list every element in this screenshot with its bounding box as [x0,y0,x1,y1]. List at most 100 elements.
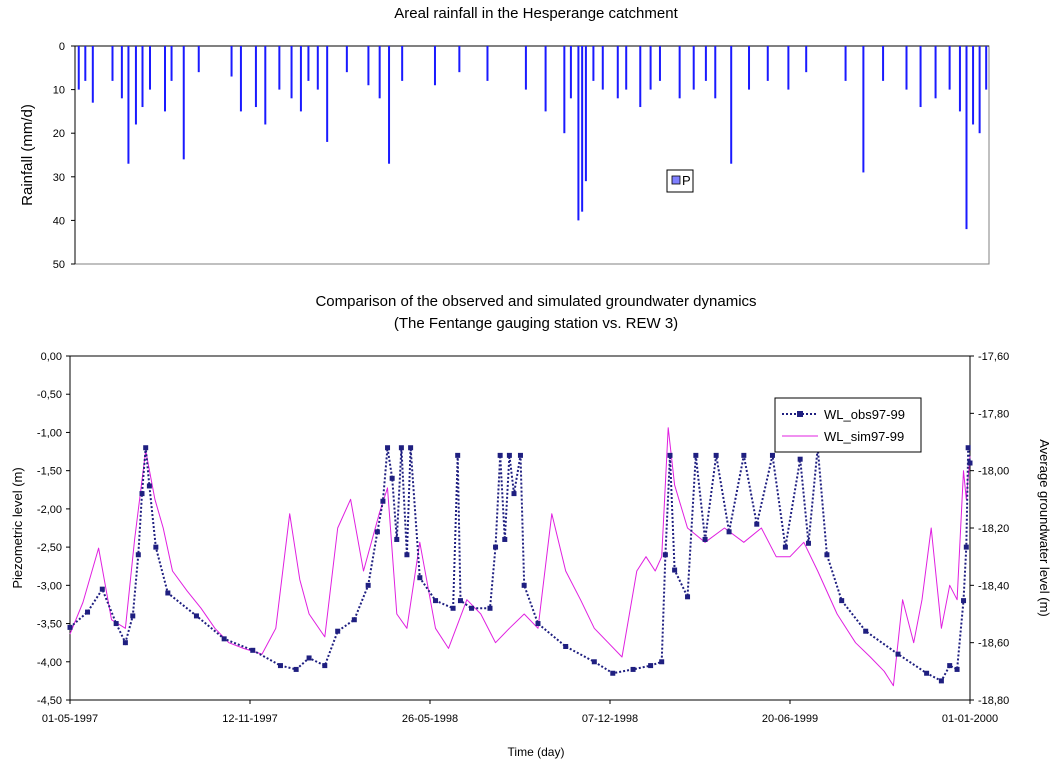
groundwater-x-ticks: 01-05-1997 12-11-1997 26-05-1998 07-12-1998… [42,700,998,725]
rainfall-bar [766,46,769,81]
rainfall-bar [805,46,808,73]
wl-obs-marker [394,536,400,542]
rainfall-y-tick-label: 20 [53,128,65,140]
wl-obs-marker [895,651,901,657]
rainfall-bar [134,46,137,125]
rainfall-bar [584,46,587,182]
rainfall-y-ticks: 0 10 20 30 40 50 [53,41,75,271]
left-y-tick-label: -2,00 [37,504,62,516]
wl-obs-marker [398,445,404,451]
groundwater-chart: Comparison of the observed and simulated… [10,293,1051,759]
rainfall-bars [77,46,988,230]
rainfall-bar [458,46,461,73]
rainfall-bar [239,46,242,112]
rainfall-bar [985,46,988,90]
rainfall-bar [254,46,257,108]
wl-obs-marker [521,582,527,588]
rainfall-bar [882,46,885,81]
rainfall-bar [120,46,123,99]
rainfall-bar [278,46,281,90]
wl-obs-marker [457,598,463,604]
right-y-tick-label: -18,40 [978,580,1009,592]
rainfall-bar [433,46,436,86]
rainfall-bar [714,46,717,99]
wl-obs-marker [610,670,616,676]
rainfall-bar [264,46,267,125]
rainfall-bar [577,46,580,221]
rainfall-bar [787,46,790,90]
rainfall-bar [290,46,293,99]
wl-obs-marker [193,613,199,619]
wl-obs-marker [667,452,673,458]
wl-obs-marker [306,655,312,661]
rainfall-bar [592,46,595,81]
wl-obs-marker [702,536,708,542]
rainfall-bar [299,46,302,112]
wl-obs-marker [947,663,953,669]
rainfall-bar [625,46,628,90]
wl-obs-marker [250,647,256,653]
rainfall-chart-title: Areal rainfall in the Hesperange catchme… [394,5,678,22]
rainfall-bar [141,46,144,108]
rainfall-bar [77,46,80,90]
groundwater-chart-title-line2: (The Fentange gauging station vs. REW 3) [394,315,678,332]
wl-obs-marker [408,445,414,451]
rainfall-chart: Areal rainfall in the Hesperange catchme… [19,5,990,271]
rainfall-bar [972,46,975,125]
wl-obs-marker [506,452,512,458]
left-y-tick-label: -1,50 [37,466,62,478]
rainfall-bar [905,46,908,90]
wl-obs-marker [659,659,665,665]
wl-obs-marker [954,666,960,672]
left-y-tick-label: -3,00 [37,580,62,592]
wl-obs-marker [277,663,283,669]
series-wl-obs [67,445,973,684]
rainfall-bar [230,46,233,77]
wl-obs-line [69,447,971,683]
wl-obs-marker [153,544,159,550]
wl-obs-marker [130,613,136,619]
wl-obs-marker [417,575,423,581]
wl-obs-marker [374,529,380,535]
rainfall-bar [524,46,527,90]
rainfall-bar [862,46,865,173]
wl-obs-marker [221,636,227,642]
rainfall-bar [948,46,951,90]
wl-obs-marker [404,552,410,558]
left-y-tick-label: -4,50 [37,695,62,707]
wl-obs-marker [99,586,105,592]
wl-obs-marker [497,452,503,458]
rainfall-bar [182,46,185,160]
wl-obs-marker [693,452,699,458]
wl-obs-marker [726,529,732,535]
right-y-tick-label: -18,20 [978,523,1009,535]
wl-obs-marker [113,621,119,627]
wl-obs-marker [450,605,456,611]
rainfall-bar [678,46,681,99]
groundwater-right-y-axis-label: Average groundwater level (m) [1037,439,1051,617]
groundwater-legend: WL_obs97-99 WL_sim97-99 [774,397,922,453]
wl-obs-marker [741,452,747,458]
wl-obs-marker [487,605,493,611]
wl-obs-marker [591,659,597,665]
rainfall-bar [616,46,619,99]
rainfall-bar [401,46,404,81]
wl-obs-marker [662,552,668,558]
rainfall-y-tick-label: 50 [53,259,65,271]
wl-obs-marker [517,452,523,458]
rainfall-y-tick-label: 10 [53,85,65,97]
left-y-tick-label: -1,00 [37,427,62,439]
wl-obs-marker [67,624,73,630]
rainfall-bar [367,46,370,86]
x-tick-label: 20-06-1999 [762,713,818,725]
wl-obs-marker [672,567,678,573]
rainfall-bar [378,46,381,99]
legend-obs-marker [797,411,803,417]
rainfall-bar [316,46,319,90]
wl-obs-marker [967,460,973,466]
rainfall-legend-swatch [671,175,681,185]
wl-obs-marker [335,628,341,634]
wl-obs-marker [502,536,508,542]
rainfall-bar [170,46,173,81]
